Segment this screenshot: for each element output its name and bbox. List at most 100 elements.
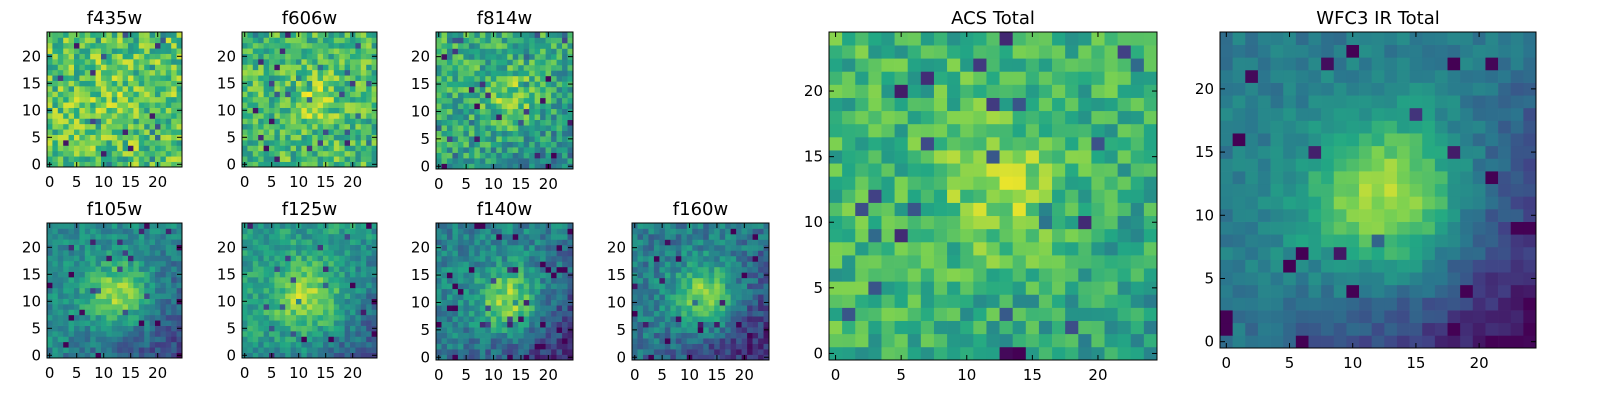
y-tick-label: 0 (31, 155, 41, 173)
heatmap-cell (74, 287, 80, 294)
heatmap-cell (122, 233, 129, 240)
heatmap-cell (144, 107, 150, 114)
heatmap-cell (247, 102, 254, 108)
heatmap-cell (441, 266, 448, 273)
heatmap-cell (117, 118, 123, 125)
heatmap-cell (692, 272, 699, 279)
heatmap-cell (344, 325, 351, 332)
heatmap-cell (339, 228, 345, 235)
heatmap-cell (703, 266, 710, 273)
heatmap-cell (296, 282, 302, 289)
heatmap-cell (540, 141, 546, 148)
heatmap-cell (512, 332, 519, 339)
heatmap-cell (133, 271, 140, 278)
heatmap-cell (111, 266, 118, 272)
heatmap-cell (534, 158, 541, 164)
heatmap-cell (171, 298, 177, 305)
heatmap-cell (653, 261, 660, 268)
heatmap-cell (534, 244, 541, 251)
heatmap-cell (296, 336, 302, 343)
heatmap-cell (323, 293, 329, 299)
heatmap-cell (501, 163, 508, 170)
heatmap-cell (350, 102, 356, 108)
heatmap-cell (122, 42, 129, 49)
heatmap-cell (301, 260, 308, 267)
heatmap-cell (496, 125, 503, 131)
heatmap-cell (973, 163, 987, 177)
heatmap-cell (1025, 268, 1040, 282)
heatmap-cell (79, 260, 86, 267)
heatmap-cell (122, 86, 129, 92)
heatmap-cell (632, 349, 638, 355)
heatmap-cell (269, 320, 275, 326)
heatmap-cell (659, 327, 666, 333)
heatmap-cell (242, 123, 248, 130)
heatmap-cell (274, 107, 281, 114)
heatmap-cell (719, 244, 726, 251)
heatmap-cell (101, 228, 107, 235)
heatmap-cell (52, 102, 59, 108)
heatmap-cell (730, 266, 737, 273)
heatmap-cell (523, 244, 530, 251)
heatmap-cell (252, 309, 259, 316)
heatmap-cell (247, 320, 254, 326)
heatmap-cell (279, 287, 286, 294)
heatmap-cell (279, 304, 286, 310)
heatmap-cell (111, 42, 118, 49)
heatmap-cell (176, 228, 183, 235)
heatmap-cell (165, 75, 172, 81)
heatmap-cell (68, 80, 75, 87)
heatmap-cell (68, 32, 75, 38)
heatmap-cell (842, 294, 856, 308)
heatmap-cell (1078, 189, 1092, 203)
heatmap-cell (339, 277, 345, 283)
heatmap-cell (567, 261, 574, 268)
heatmap-cell (468, 70, 475, 77)
heatmap-cell (242, 233, 248, 240)
heatmap-cell (263, 347, 270, 353)
heatmap-cell (1091, 307, 1105, 321)
heatmap-cell (57, 298, 64, 305)
heatmap-cell (947, 255, 961, 269)
heatmap-cell (725, 354, 731, 361)
heatmap-cell (725, 349, 731, 355)
heatmap-cell (296, 113, 302, 119)
heatmap-cell (333, 75, 340, 81)
heatmap-cell (681, 288, 688, 295)
heatmap-cell (285, 233, 291, 240)
heatmap-cell (1117, 333, 1132, 348)
x-tick-label: 20 (343, 364, 362, 382)
heatmap-cell (360, 107, 367, 114)
heatmap-cell (106, 107, 113, 114)
heatmap-cell (79, 244, 86, 251)
heatmap-cell (366, 320, 372, 326)
heatmap-cell (534, 70, 541, 77)
heatmap-cell (111, 102, 118, 108)
heatmap-cell (1038, 202, 1053, 217)
heatmap-cell (290, 145, 297, 152)
heatmap-cell (160, 156, 167, 162)
heatmap-cell (106, 325, 113, 332)
heatmap-cell (567, 250, 574, 257)
heatmap-cell (675, 277, 682, 284)
heatmap-cell (681, 327, 688, 333)
panel-title: f160w (673, 199, 728, 220)
heatmap-cell (84, 277, 91, 283)
heatmap-cell (708, 338, 715, 344)
heatmap-cell (323, 336, 329, 343)
heatmap-cell (529, 244, 535, 251)
heatmap-cell (68, 156, 75, 162)
heatmap-cell (1012, 255, 1027, 269)
heatmap-cell (446, 86, 453, 93)
y-tick-label: 20 (607, 239, 626, 257)
heatmap-cell (312, 75, 318, 81)
heatmap-cell (106, 336, 113, 343)
heatmap-cell (79, 150, 86, 157)
heatmap-cell (366, 75, 372, 81)
heatmap-cell (490, 141, 497, 148)
heatmap-cell (562, 233, 568, 240)
heatmap-cell (741, 277, 748, 284)
heatmap-cell (47, 314, 53, 321)
heatmap-cell (360, 309, 367, 316)
x-tick-label: 20 (148, 173, 167, 191)
